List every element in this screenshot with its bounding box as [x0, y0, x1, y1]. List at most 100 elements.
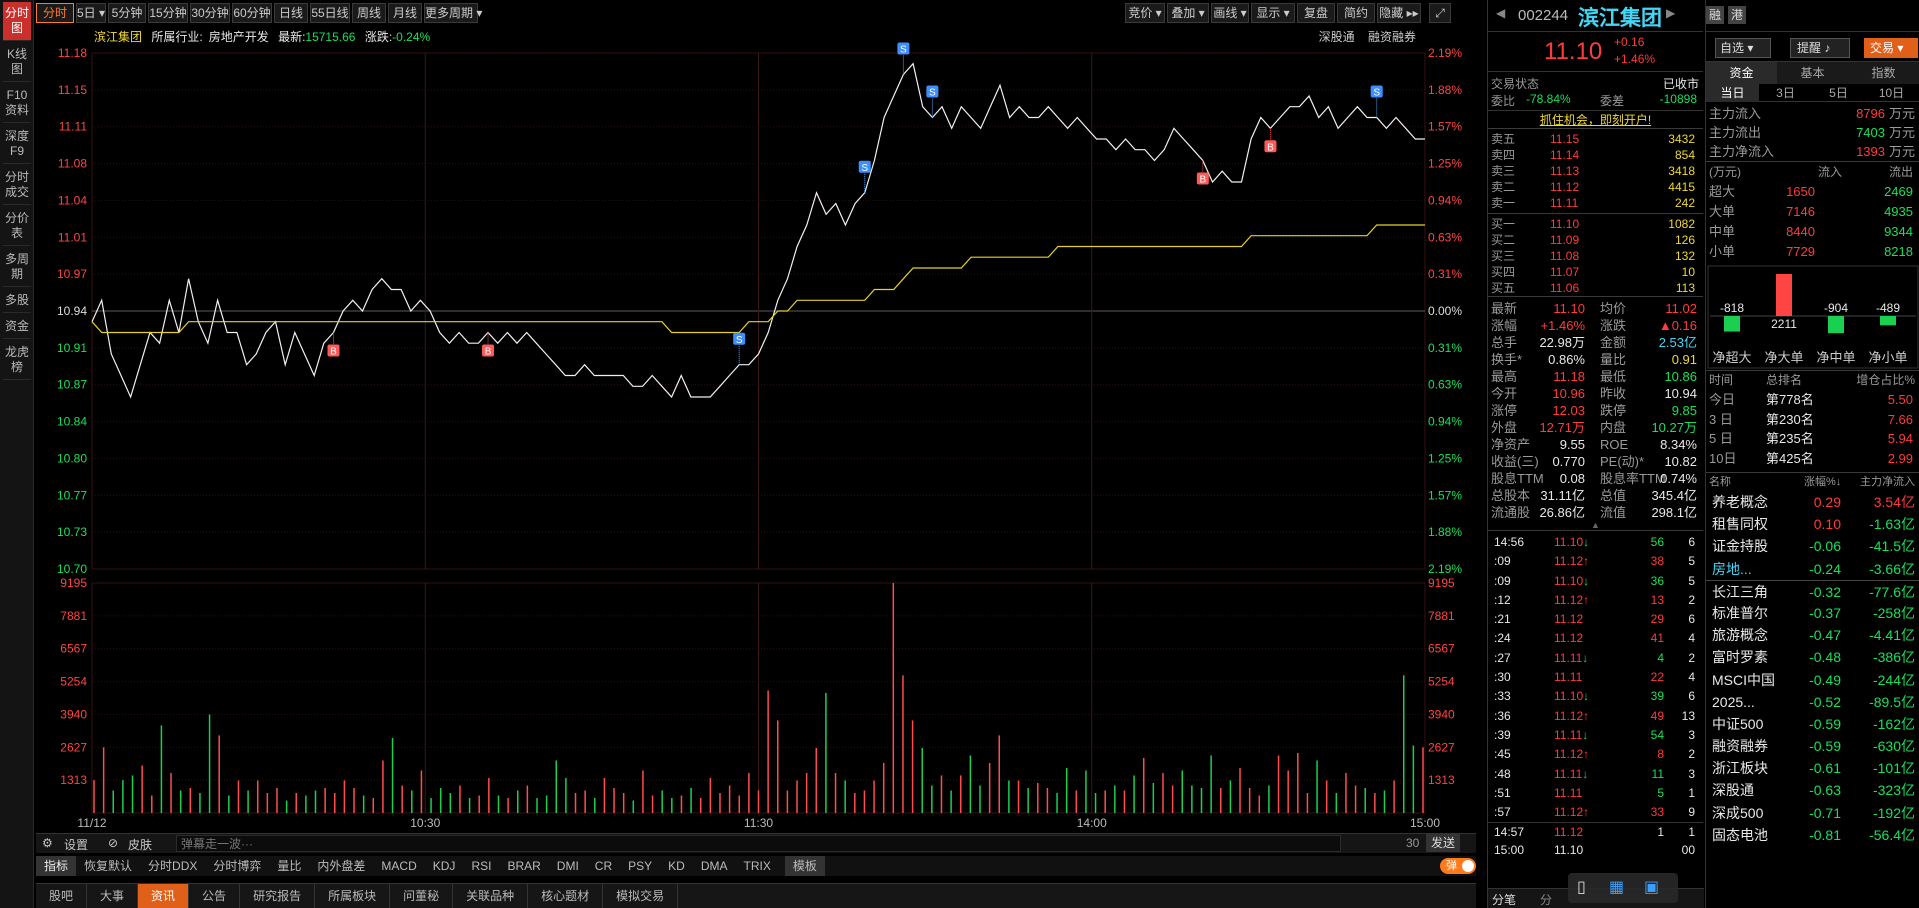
window-icon[interactable]: ▣ — [1644, 879, 1660, 896]
sell-level[interactable]: 卖三 11.13 3418 — [1488, 163, 1703, 179]
sector-row[interactable]: 长江三角 -0.32 -77.6亿 — [1706, 579, 1919, 602]
intraday-chart[interactable]: 11.18 2.19% 11.15 1.88% 11.11 1.57% 11.08 1.25%… — [0, 0, 1476, 832]
nav-2[interactable]: F10资料 — [3, 84, 31, 123]
sector-table[interactable]: 名称 涨幅%↓ 主力净流入 养老概念 0.29 3.54亿 租售同权 0.10 -1.63亿 证金… — [1706, 472, 1919, 846]
trade-signal-s[interactable]: S — [733, 332, 746, 365]
skin-icon[interactable]: ⊘ — [108, 836, 119, 850]
sector-row[interactable]: 2025... -0.52 -89.5亿 — [1706, 691, 1919, 713]
period-tab-1[interactable]: 5日 ▾ — [76, 3, 106, 23]
indicator-2[interactable]: 分时DDX — [148, 859, 198, 873]
indicator-15[interactable]: TRIX — [743, 859, 771, 873]
collapse-handle[interactable]: ▲ — [1591, 520, 1600, 530]
period-tab-6[interactable]: 日线 — [274, 3, 308, 23]
industry-value[interactable]: 房地产开发 — [208, 30, 269, 44]
trade-signal-s[interactable]: S — [897, 42, 910, 75]
tick-list[interactable]: 14:56 11.10↓ 56 6:09 11.12↑ 38 5:09 11.10↓ 36 5:1… — [1488, 530, 1703, 861]
trade-signal-b[interactable]: B — [1264, 128, 1277, 153]
chart-tool-5[interactable]: 简约 — [1337, 3, 1375, 23]
watchlist-button[interactable]: 自选 ▾ — [1715, 38, 1771, 58]
period-tab-9[interactable]: 月线 — [388, 3, 422, 23]
chart-tool-1[interactable]: 叠加 ▾ — [1167, 3, 1209, 23]
period-tab-1[interactable]: 3日 — [1776, 86, 1795, 100]
fund-tab-1[interactable]: 基本 — [1800, 66, 1825, 80]
buy-level[interactable]: 买四 11.07 10 — [1488, 264, 1703, 280]
buy-level[interactable]: 买一 11.10 1082 — [1488, 216, 1703, 232]
chart-tool-3[interactable]: 显示 ▾ — [1251, 3, 1295, 23]
nav-1[interactable]: K线图 — [3, 43, 31, 82]
indicator-6[interactable]: MACD — [381, 859, 417, 873]
bottom-tab-8[interactable]: 核心题材 — [528, 884, 604, 908]
indicator-7[interactable]: KDJ — [432, 859, 456, 873]
trade-signal-s[interactable]: S — [858, 160, 871, 193]
indicator-11[interactable]: CR — [594, 859, 613, 873]
indicator-10[interactable]: DMI — [556, 859, 579, 873]
nav-7[interactable]: 多股 — [3, 289, 31, 313]
sell-level[interactable]: 卖四 11.14 854 — [1488, 147, 1703, 163]
sector-row[interactable]: 标准普尔 -0.37 -258亿 — [1706, 602, 1919, 624]
sector-row[interactable]: 融资融券 -0.59 -630亿 — [1706, 735, 1919, 757]
nav-5[interactable]: 分价表 — [3, 207, 31, 246]
trade-signal-b[interactable]: B — [327, 332, 340, 358]
sector-row[interactable]: 养老概念 0.29 3.54亿 — [1706, 491, 1919, 513]
indicator-8[interactable]: RSI — [471, 859, 492, 873]
sector-row[interactable]: 深成500 -0.71 -192亿 — [1706, 802, 1919, 824]
sell-level[interactable]: 卖五 11.15 3432 — [1488, 131, 1703, 147]
next-stock-icon[interactable]: ▶ — [1666, 6, 1676, 20]
fund-tab-0[interactable]: 资金 — [1706, 62, 1777, 84]
tab-fen[interactable]: 分 — [1540, 893, 1553, 907]
trade-signal-b[interactable]: B — [1196, 160, 1209, 186]
link-margin[interactable]: 融资融券 — [1367, 30, 1416, 44]
period-tab-3[interactable]: 10日 — [1878, 86, 1905, 100]
period-tab-2[interactable]: 5分钟 — [108, 3, 146, 23]
sector-row[interactable]: 证金持股 -0.06 -41.5亿 — [1706, 535, 1919, 557]
indicator-5[interactable]: 内外盘差 — [317, 859, 366, 873]
bottom-tab-7[interactable]: 关联品种 — [453, 884, 529, 908]
period-tab-10[interactable]: 更多周期 ▾ — [424, 3, 482, 23]
indicator-1[interactable]: 恢复默认 — [84, 859, 133, 873]
bottom-tab-5[interactable]: 所属板块 — [315, 884, 391, 908]
danmu-toggle[interactable]: 弹 — [1440, 858, 1476, 874]
sector-row[interactable]: 深股通 -0.63 -323亿 — [1706, 779, 1919, 801]
bottom-tab-4[interactable]: 研究报告 — [240, 884, 316, 908]
period-tab-8[interactable]: 周线 — [352, 3, 386, 23]
reminder-button[interactable]: 提醒 ♪ — [1790, 38, 1850, 58]
buy-level[interactable]: 买三 11.08 132 — [1488, 248, 1703, 264]
tab-fenbi[interactable]: 分笔 — [1492, 893, 1517, 907]
fullscreen-icon[interactable]: ⤢ — [1429, 3, 1451, 23]
period-tab-7[interactable]: 55日线 — [310, 3, 350, 23]
trade-button[interactable]: 交易 ▾ — [1864, 38, 1918, 58]
sector-row[interactable]: 浙江板块 -0.61 -101亿 — [1706, 757, 1919, 779]
buy-level[interactable]: 买二 11.09 126 — [1488, 232, 1703, 248]
indicator-16[interactable]: 模板 — [784, 856, 825, 876]
sector-row[interactable]: 房地... -0.24 -3.66亿 — [1706, 558, 1919, 580]
period-tab-3[interactable]: 15分钟 — [148, 3, 188, 23]
period-tab-4[interactable]: 30分钟 — [190, 3, 230, 23]
bottom-tab-6[interactable]: 问董秘 — [390, 884, 454, 908]
sell-level[interactable]: 卖一 11.11 242 — [1488, 195, 1703, 211]
buy-level[interactable]: 买五 11.06 113 — [1488, 280, 1703, 296]
sector-header-pct[interactable]: 涨幅%↓ — [1804, 476, 1842, 488]
period-tab-0[interactable]: 分时 — [36, 3, 74, 23]
trade-signal-s[interactable]: S — [1370, 85, 1383, 118]
nav-0[interactable]: 分时图 — [3, 2, 31, 41]
indicator-3[interactable]: 分时博弈 — [213, 859, 262, 873]
indicator-14[interactable]: DMA — [700, 859, 728, 873]
sector-row[interactable]: 旅游概念 -0.47 -4.41亿 — [1706, 624, 1919, 646]
period-tab-0[interactable]: 当日 — [1706, 84, 1759, 102]
skin-label[interactable]: 皮肤 — [128, 838, 153, 852]
indicator-13[interactable]: KD — [668, 859, 685, 873]
note-icon[interactable]: ▯ — [1577, 879, 1586, 896]
nav-9[interactable]: 龙虎榜 — [3, 341, 31, 380]
send-button[interactable]: 发送 — [1426, 834, 1461, 852]
nav-8[interactable]: 资金 — [3, 315, 31, 339]
chart-tool-0[interactable]: 竞价 ▾ — [1125, 3, 1165, 23]
prev-stock-icon[interactable]: ◀ — [1496, 6, 1506, 20]
indicator-0[interactable]: 指标 — [36, 856, 77, 876]
nav-4[interactable]: 分时成交 — [3, 166, 31, 205]
sector-row[interactable]: 租售同权 0.10 -1.63亿 — [1706, 513, 1919, 535]
bottom-tab-3[interactable]: 公告 — [189, 884, 241, 908]
indicator-9[interactable]: BRAR — [507, 859, 541, 873]
fund-tab-2[interactable]: 指数 — [1871, 66, 1896, 80]
sector-row[interactable]: 富时罗素 -0.48 -386亿 — [1706, 646, 1919, 668]
danmu-input[interactable] — [176, 835, 1341, 852]
